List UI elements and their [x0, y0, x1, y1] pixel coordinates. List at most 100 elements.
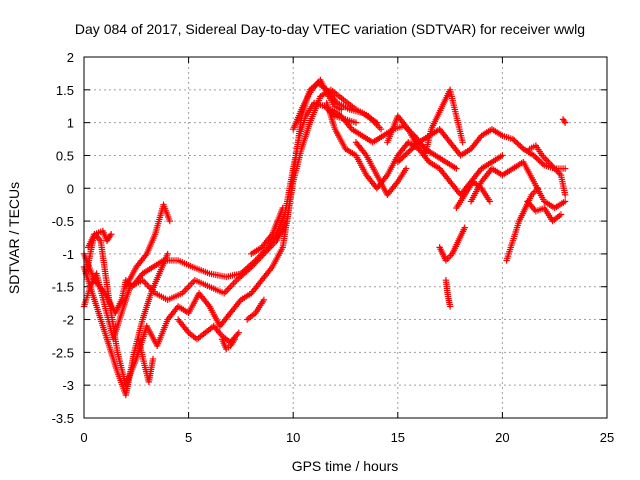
- series-arc-19: [436, 224, 468, 264]
- series-arc-10: [218, 336, 238, 353]
- data-point: [536, 157, 543, 165]
- y-tick-label: 2: [67, 50, 74, 65]
- series-arc-25: [524, 198, 565, 225]
- data-point: [231, 336, 238, 343]
- data-point: [396, 157, 403, 164]
- data-point: [461, 224, 468, 231]
- data-point: [453, 165, 460, 172]
- y-tick-label: -1.5: [52, 280, 74, 295]
- data-point: [400, 153, 407, 160]
- chart-title: Day 084 of 2017, Sidereal Day-to-day VTE…: [75, 21, 585, 37]
- data-point: [499, 152, 506, 159]
- y-tick-label: -1: [62, 247, 74, 262]
- axis-ticks: 0 5 10 15 20 25 2 1.5 1 0.5 0 -0.5 -1 -1.5 -2 -2.5 -3 -3.…: [52, 50, 615, 445]
- data-point: [399, 154, 406, 161]
- series-arc-21: [453, 178, 494, 212]
- data-point: [149, 355, 157, 363]
- series-arc-17: [394, 126, 569, 172]
- grid: [84, 57, 607, 418]
- series-arc-12: [290, 76, 345, 133]
- data-point: [394, 158, 401, 166]
- data-point: [414, 140, 421, 147]
- data-point: [235, 329, 243, 336]
- data-point: [530, 152, 537, 159]
- series-arc-6: [122, 201, 173, 290]
- data-point: [539, 160, 546, 168]
- y-tick-label: -2: [62, 313, 74, 328]
- data-point: [406, 147, 413, 154]
- data-point: [486, 198, 494, 205]
- series-arc-23: [503, 185, 542, 264]
- y-tick-label: 0: [67, 181, 74, 196]
- data-point: [534, 185, 542, 192]
- data-point: [352, 119, 360, 126]
- data-point: [535, 156, 542, 163]
- data-point: [405, 148, 412, 156]
- data-point: [377, 126, 385, 133]
- data-point: [517, 142, 524, 150]
- data-point: [533, 155, 540, 162]
- data-point: [532, 153, 539, 161]
- series-arc-7: [135, 336, 157, 386]
- y-tick-label: -0.5: [52, 214, 74, 229]
- data-point: [397, 156, 404, 163]
- data-point: [538, 159, 545, 166]
- plot-frame: [83, 56, 608, 419]
- series-arc-4: [80, 250, 171, 399]
- series-arc-1: [80, 99, 360, 317]
- series-arc-26: [559, 116, 569, 126]
- data-point: [514, 140, 521, 147]
- y-axis-label: SDTVAR / TECUs: [6, 182, 22, 294]
- data-point: [166, 217, 173, 225]
- data-point: [509, 135, 517, 143]
- data-point: [164, 250, 171, 258]
- x-tick-label: 0: [80, 430, 87, 445]
- x-tick-label: 20: [495, 430, 509, 445]
- y-tick-label: -2.5: [52, 345, 74, 360]
- data-points: [80, 76, 569, 399]
- data-point: [408, 146, 415, 153]
- data-point: [512, 138, 520, 146]
- x-tick-label: 15: [391, 430, 405, 445]
- y-tick-label: -3: [62, 378, 74, 393]
- x-tick-label: 5: [185, 430, 192, 445]
- data-point: [321, 103, 328, 110]
- data-point: [107, 231, 115, 238]
- data-point: [260, 296, 268, 304]
- data-point: [557, 211, 565, 218]
- series-arc-18: [421, 86, 466, 159]
- x-tick-label: 25: [600, 430, 614, 445]
- data-point: [515, 141, 523, 148]
- data-point: [409, 144, 416, 152]
- data-point: [402, 151, 409, 159]
- y-tick-label: -3.5: [52, 411, 74, 426]
- data-point: [511, 137, 518, 144]
- series-arc-24: [526, 142, 569, 199]
- x-axis-label: GPS time / hours: [292, 458, 399, 474]
- series-arc-9: [243, 296, 268, 323]
- data-point: [412, 141, 419, 149]
- data-point: [561, 119, 569, 126]
- series-arc-2: [80, 80, 381, 343]
- series-arc-20: [442, 276, 454, 310]
- data-point: [403, 150, 410, 157]
- series-arc-5: [82, 227, 115, 277]
- y-tick-label: 1.5: [56, 83, 74, 98]
- data-point: [411, 143, 418, 150]
- series-arc-15: [352, 139, 410, 199]
- data-point: [561, 198, 569, 205]
- data-point: [279, 204, 286, 212]
- data-point: [446, 303, 454, 310]
- data-point: [561, 191, 569, 199]
- data-point: [518, 144, 526, 151]
- data-point: [561, 165, 569, 172]
- data-point: [459, 139, 466, 146]
- y-tick-label: 1: [67, 116, 74, 131]
- x-tick-label: 10: [286, 430, 300, 445]
- data-point: [402, 165, 410, 172]
- series-arc-11: [248, 204, 286, 258]
- y-tick-label: 0.5: [56, 148, 74, 163]
- data-point: [338, 106, 345, 113]
- series-arc-22: [467, 158, 569, 212]
